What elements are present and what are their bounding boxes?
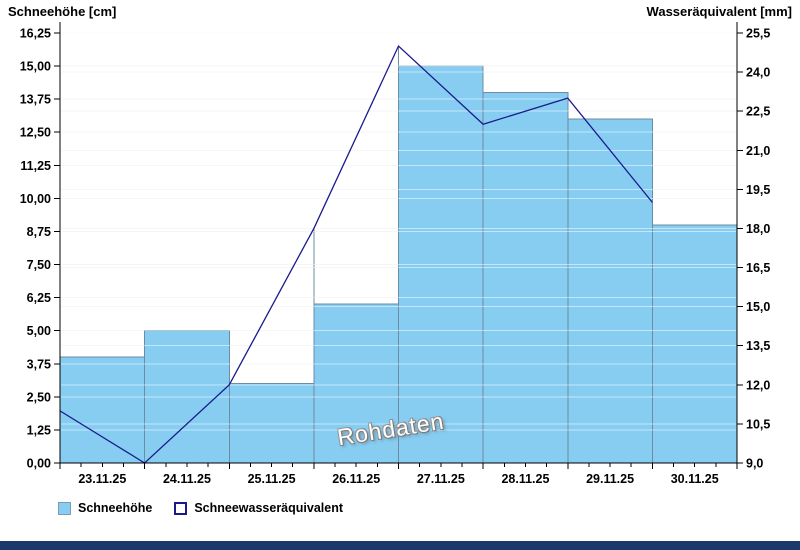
bottom-window-strip — [0, 541, 800, 550]
date-label: 26.11.25 — [332, 472, 380, 486]
chart-canvas: 0,00 1,25 2,50 3,75 5,00 6,25 7,50 8,75 10,00 11,… — [20, 22, 770, 486]
right-axis-tick-label: 25,5 — [746, 27, 770, 41]
left-axis-tick-label: 13,75 — [20, 93, 51, 107]
date-label: 28.11.25 — [501, 472, 549, 486]
left-axis-tick-label: 7,50 — [27, 258, 51, 272]
date-label: 30.11.25 — [671, 472, 719, 486]
legend-label-schneehoehe: Schneehöhe — [78, 501, 153, 515]
legend: Schneehöhe Schneewasseräquivalent — [58, 501, 343, 515]
left-axis-tick-label: 2,50 — [27, 390, 51, 404]
left-axis-tick-label: 12,50 — [20, 126, 51, 140]
right-axis-tick-label: 15,0 — [746, 300, 770, 314]
right-axis-title: Wasseräquivalent [mm] — [646, 4, 792, 19]
right-axis-tick-label: 9,0 — [746, 457, 763, 471]
date-label: 29.11.25 — [586, 472, 634, 486]
snow-water-equivalent-line — [59, 44, 653, 464]
right-axis-tick-label: 13,5 — [746, 339, 770, 353]
bar — [59, 356, 146, 464]
left-axis-tick-label: 10,00 — [20, 192, 51, 206]
bar — [567, 118, 653, 464]
left-axis-tick-label: 3,75 — [27, 357, 51, 371]
left-axis-tick-label: 1,25 — [27, 423, 51, 437]
date-label: 24.11.25 — [163, 472, 211, 486]
left-axis-title: Schneehöhe [cm] — [8, 4, 117, 19]
left-axis-tick-label: 16,25 — [20, 27, 51, 41]
left-axis-tick-label: 15,00 — [20, 60, 51, 74]
legend-swatch-schneewasseraequivalent — [174, 501, 188, 515]
left-axis-tick-label: 11,25 — [20, 159, 51, 173]
bar — [651, 224, 738, 464]
right-axis-tick-label: 16,5 — [746, 261, 770, 275]
date-label: 23.11.25 — [78, 472, 126, 486]
right-axis-tick-label: 10,5 — [746, 417, 770, 431]
right-axis-tick-label: 21,0 — [746, 144, 770, 158]
legend-label-schneewasseraequivalent: Schneewasseräquivalent — [194, 501, 344, 515]
left-axis-tick-label: 0,00 — [27, 457, 51, 471]
date-label: 25.11.25 — [248, 472, 296, 486]
legend-swatch-schneehoehe — [58, 501, 71, 515]
right-axis-tick-label: 24,0 — [746, 66, 770, 80]
left-axis-tick-label: 5,00 — [27, 324, 51, 338]
left-axis-tick-label: 6,25 — [27, 291, 51, 305]
bar — [482, 92, 569, 464]
right-axis-tick-label: 18,0 — [746, 222, 770, 236]
right-axis-tick-label: 22,5 — [746, 105, 770, 119]
date-label: 27.11.25 — [417, 472, 465, 486]
right-axis-tick-label: 19,5 — [746, 183, 770, 197]
bar — [228, 383, 315, 464]
right-axis-tick-label: 12,0 — [746, 378, 770, 392]
left-axis-tick-label: 8,75 — [27, 225, 51, 239]
